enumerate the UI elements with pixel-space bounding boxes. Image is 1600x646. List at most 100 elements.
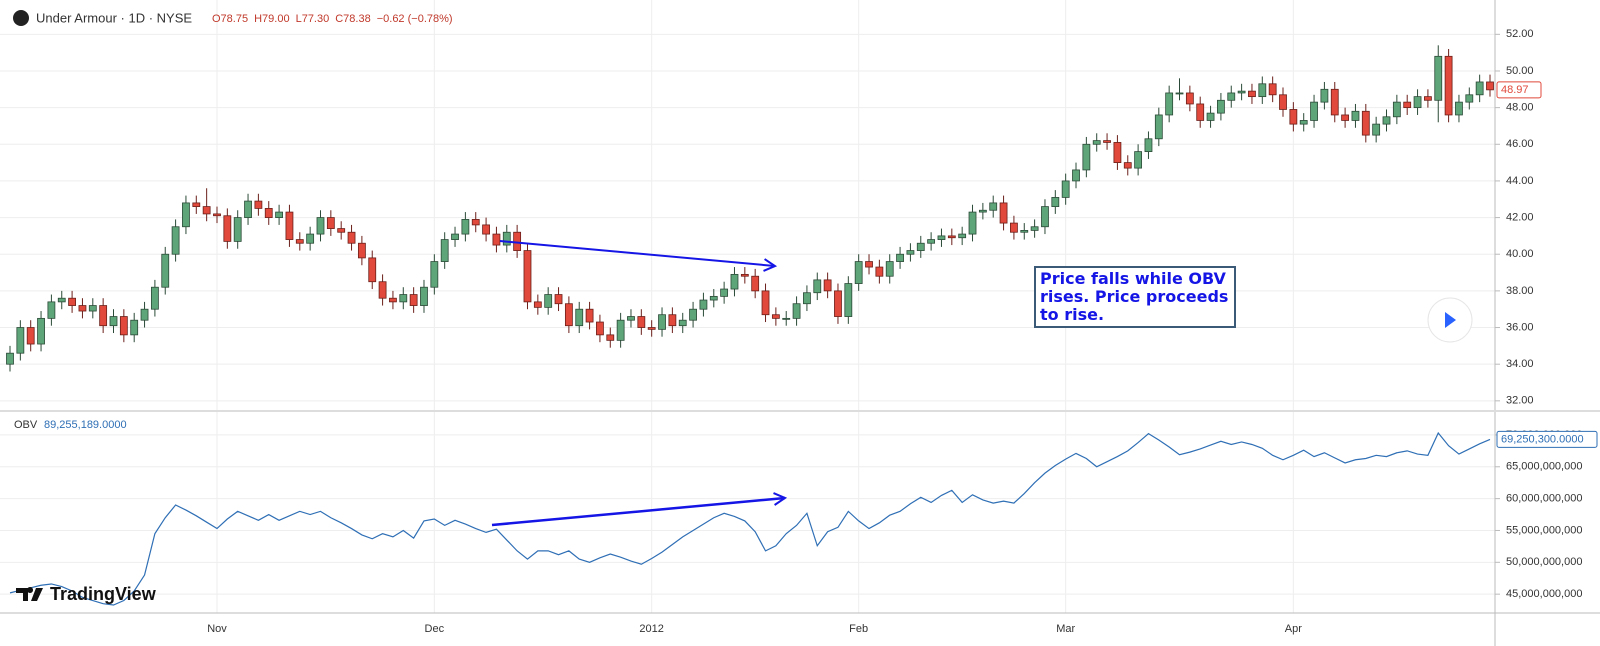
candle-body — [1424, 96, 1432, 101]
candle-body — [357, 242, 366, 259]
obv-last-label: 69,250,300.0000 — [1501, 433, 1584, 445]
obv-legend-value: 89,255,189.0000 — [44, 419, 127, 431]
candle-body — [689, 308, 697, 321]
candle-body — [1341, 114, 1350, 121]
obv-y-tick-label: 55,000,000,000 — [1506, 524, 1582, 536]
candle-body — [171, 226, 180, 255]
candle-body — [389, 297, 397, 303]
candle-body — [202, 206, 211, 215]
candle-body — [658, 314, 666, 330]
candle-body — [1144, 138, 1153, 153]
candle-body — [1237, 90, 1246, 94]
candle-body — [399, 294, 408, 303]
candle-body — [182, 202, 190, 228]
candle-body — [1310, 101, 1318, 121]
candle-body — [1403, 101, 1412, 109]
candle-body — [482, 224, 490, 235]
y-tick-label: 38.00 — [1506, 285, 1534, 297]
candle-body — [1134, 151, 1143, 169]
candle-body — [803, 292, 811, 305]
candle-body — [1175, 92, 1184, 95]
candle-body — [16, 327, 25, 354]
candle-body — [451, 233, 459, 240]
candle-body — [1434, 55, 1443, 101]
candle-body — [275, 211, 283, 218]
last-price-badge — [1496, 81, 1542, 99]
obv-name: OBV — [14, 419, 38, 431]
candle-body — [409, 294, 418, 306]
candle-body — [947, 235, 956, 239]
y-tick-label: 50.00 — [1506, 65, 1534, 77]
candle-body — [647, 327, 656, 330]
candle-body — [1185, 92, 1194, 105]
candle-body — [906, 250, 915, 255]
candle-body — [1475, 81, 1484, 96]
candle-body — [1010, 222, 1018, 233]
y-tick-label: 46.00 — [1506, 138, 1534, 150]
obv-y-tick-label: 65,000,000,000 — [1506, 461, 1582, 473]
candle-body — [1061, 180, 1070, 198]
candle-body — [927, 239, 936, 244]
candle-body — [461, 219, 470, 235]
obv-y-tick-label: 50,000,000,000 — [1506, 556, 1582, 568]
candle-body — [596, 321, 604, 336]
y-tick-label: 42.00 — [1506, 211, 1534, 223]
candle-body — [1248, 90, 1256, 98]
candle-body — [1082, 143, 1091, 171]
candle-body — [150, 286, 159, 310]
candle-body — [1020, 230, 1029, 233]
candle-body — [896, 253, 904, 262]
candle-body — [958, 233, 967, 239]
obv-last-badge — [1496, 430, 1598, 448]
candle-body — [119, 316, 128, 336]
candle-body — [771, 314, 780, 319]
candle-body — [223, 215, 232, 242]
candle-body — [740, 273, 749, 277]
candle-body — [792, 303, 801, 319]
candle-body — [368, 257, 377, 283]
last-price-label: 48.97 — [1501, 84, 1529, 96]
candle-body — [875, 266, 884, 277]
candle-body — [326, 217, 335, 229]
candle-body — [68, 297, 76, 306]
candle-body — [99, 305, 108, 327]
candle-body — [1227, 92, 1236, 101]
x-tick-label: Nov — [207, 623, 227, 635]
candle-body — [564, 303, 573, 327]
candle-body — [533, 301, 542, 308]
ohlc-legend: O78.75 H79.00 L77.30 C78.38 −0.62 (−0.78%) — [212, 13, 453, 25]
obv-y-tick-label: 45,000,000,000 — [1506, 588, 1582, 600]
ohlc-value: O78.75 — [212, 13, 248, 25]
candle-body — [1030, 226, 1039, 231]
candle-body — [244, 200, 252, 218]
candle-body — [1092, 140, 1101, 145]
symbol-logo — [13, 10, 29, 26]
candle-body — [709, 295, 718, 301]
candle-body — [1165, 92, 1174, 116]
symbol-title: Under Armour · 1D · NYSE — [36, 10, 192, 25]
candle-body — [978, 209, 987, 213]
candle-body — [420, 286, 428, 306]
candle-body — [1486, 81, 1494, 91]
watermark-text: TradingView — [50, 584, 157, 604]
candle-body — [295, 239, 304, 244]
play-button[interactable] — [1427, 297, 1473, 343]
x-tick-label: Mar — [1056, 623, 1075, 635]
x-tick-label: Apr — [1285, 623, 1302, 635]
candle-body — [761, 290, 770, 316]
candle-body — [1217, 99, 1225, 114]
ohlc-value: L77.30 — [296, 13, 330, 25]
candle-body — [1299, 120, 1308, 125]
candle-body — [213, 213, 221, 217]
candle-body — [471, 219, 480, 226]
candle-body — [316, 217, 325, 235]
candle-body — [192, 202, 201, 207]
candle-body — [337, 228, 346, 233]
candle-body — [88, 305, 97, 312]
candle-body — [616, 319, 625, 341]
candle-body — [668, 314, 677, 327]
candle-body — [47, 301, 56, 319]
candle-body — [865, 261, 873, 268]
candle-body — [1382, 116, 1391, 125]
